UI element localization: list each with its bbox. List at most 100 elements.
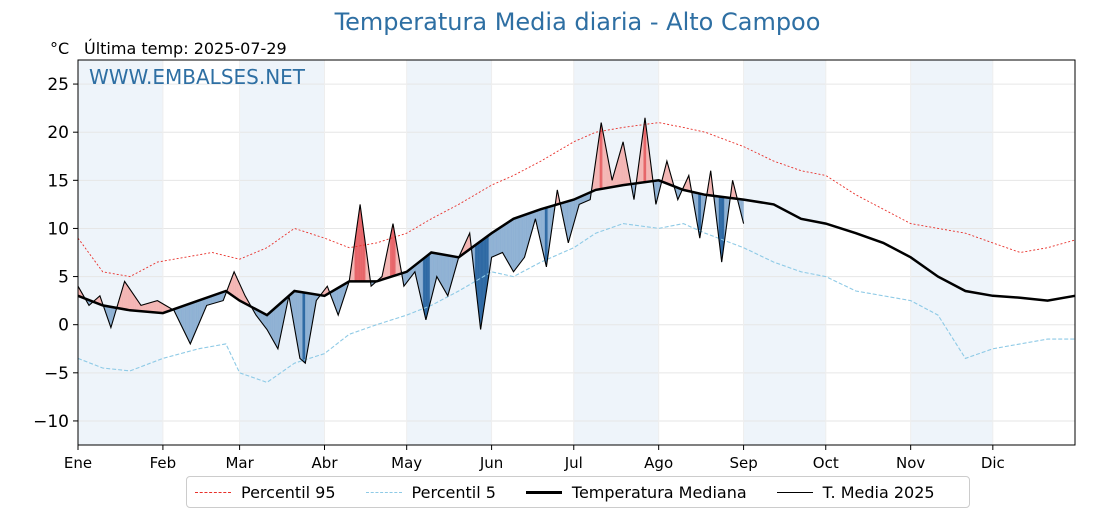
x-tick-label: Jun — [479, 454, 503, 472]
y-axis-ticks: −10 −5 0 5 10 15 20 25 — [33, 75, 78, 432]
anomaly-fill-segment — [509, 220, 511, 268]
series-line-median — [77, 179, 1076, 317]
x-tick-label: Sep — [729, 454, 757, 472]
anomaly-fill-segment — [129, 288, 132, 311]
y-tick-label: 5 — [58, 268, 69, 288]
anomaly-fill-segment — [498, 227, 500, 255]
legend-label-median: Temperatura Mediana — [571, 482, 747, 502]
anomaly-fill-segment — [153, 301, 155, 313]
x-tick-label: Ene — [64, 454, 92, 472]
series-line-media2025 — [77, 117, 745, 365]
y-tick-label: 15 — [47, 171, 69, 191]
anomaly-fill-segment — [522, 214, 525, 260]
x-tick-label: Feb — [150, 454, 177, 472]
anomaly-fill-segment — [438, 253, 440, 282]
anomaly-fill-segment — [492, 231, 495, 257]
anomaly-fill-segment — [151, 301, 154, 313]
anomaly-fill-segment — [481, 238, 484, 321]
series-line-p5 — [77, 223, 1075, 384]
anomaly-fill-segment — [158, 301, 161, 314]
anomaly-fill-segment — [511, 218, 514, 273]
anomaly-fill-segment — [303, 292, 306, 364]
x-tick-label: Abr — [312, 454, 339, 472]
anomaly-fill-segment — [427, 254, 429, 315]
anomaly-fill-segment — [446, 254, 448, 297]
x-tick-label: Nov — [896, 454, 925, 472]
anomaly-fill-segment — [298, 291, 301, 359]
y-tick-label: 25 — [47, 75, 69, 95]
anomaly-fill-segment — [443, 254, 446, 292]
anomaly-fill-segment — [161, 302, 164, 314]
anomaly-fill-segment — [128, 286, 131, 311]
x-axis-ticks: Ene Feb Mar Abr May Jun Jul Ago Sep Oct Nov Dic — [64, 445, 1005, 472]
legend-swatch-media2025 — [776, 491, 813, 493]
last-temp-label: Última temp: 2025-07-29 — [84, 39, 287, 58]
month-band — [910, 60, 993, 445]
series-line-p95 — [77, 122, 1076, 278]
anomaly-fill-segment — [131, 290, 133, 311]
anomaly-fill-segment — [155, 300, 158, 313]
anomaly-fill-segment — [502, 224, 505, 256]
anomaly-fill-segment — [480, 239, 483, 330]
anomaly-fill-segment — [187, 303, 190, 342]
anomaly-fill-segment — [543, 207, 546, 261]
anomaly-fill-segment — [124, 280, 127, 310]
anomaly-fill-segment — [507, 221, 510, 266]
anomaly-fill-segment — [194, 301, 196, 335]
anomaly-fill-segment — [186, 304, 188, 339]
anomaly-fill-segment — [268, 312, 270, 335]
anomaly-fill-segment — [429, 252, 432, 304]
anomaly-fill-segment — [188, 303, 191, 345]
month-bands — [78, 60, 993, 445]
anomaly-fill-segment — [444, 254, 447, 294]
anomaly-fill-segment — [269, 311, 272, 338]
y-tick-label: 10 — [47, 219, 69, 239]
unit-label: °C — [50, 39, 70, 58]
anomaly-fill-segment — [524, 214, 526, 258]
anomaly-fill-segment — [520, 215, 522, 264]
chart-title: Temperatura Media diaria - Alto Campoo — [334, 8, 821, 36]
legend-label-media2025: T. Media 2025 — [822, 482, 935, 502]
month-band — [743, 60, 826, 445]
anomaly-fill-segment — [510, 219, 513, 270]
anomaly-fill-segment — [431, 252, 433, 299]
anomaly-fill-segment — [184, 304, 187, 336]
anomaly-fill-segment — [276, 305, 279, 350]
anomaly-fill-segment — [621, 141, 624, 186]
legend-label-p5: Percentil 5 — [411, 482, 496, 502]
series-lines — [77, 117, 1076, 384]
anomaly-fill-segment — [302, 292, 305, 363]
anomaly-fill-segment — [422, 257, 425, 314]
watermark: WWW.EMBALSES.NET — [89, 65, 306, 89]
x-tick-label: Dic — [981, 454, 1005, 472]
plot-frame — [77, 59, 1076, 446]
anomaly-fill-segment — [496, 228, 499, 256]
legend-swatch-p5 — [365, 491, 402, 493]
x-tick-label: Oct — [813, 454, 839, 472]
anomaly-fill-segment — [442, 254, 444, 290]
anomaly-fill-segment — [270, 309, 273, 340]
legend-item-median: Temperatura Mediana — [525, 482, 747, 502]
anomaly-fill-segment — [160, 301, 162, 314]
anomaly-fill-segment — [299, 291, 302, 360]
anomaly-fill-segment — [272, 308, 274, 343]
anomaly-fill-segment — [521, 215, 524, 262]
anomaly-fill-segment — [501, 225, 503, 254]
anomaly-fill-segment — [544, 207, 547, 267]
anomaly-fill-segment — [157, 300, 159, 313]
anomaly-fill-segment — [195, 300, 198, 332]
legend-swatch-median — [525, 490, 562, 494]
anomaly-fill-segment — [506, 222, 509, 263]
legend-item-p5: Percentil 5 — [365, 482, 496, 502]
y-tick-label: 0 — [58, 316, 69, 336]
anomaly-fill-segment — [513, 218, 516, 273]
anomaly-fill-segment — [440, 254, 443, 287]
anomaly-fill-segment — [505, 223, 507, 261]
anomaly-fill-segment — [191, 302, 194, 341]
y-tick-label: 20 — [47, 123, 69, 143]
anomaly-fill-segment — [447, 255, 450, 296]
anomaly-fill-segment — [190, 302, 192, 344]
anomaly-fill-segment — [491, 232, 494, 258]
anomaly-fill-segment — [601, 122, 603, 190]
